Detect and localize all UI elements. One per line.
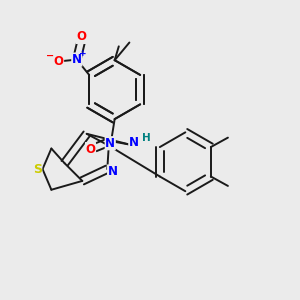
Text: O: O [85, 142, 95, 156]
Text: S: S [33, 163, 42, 176]
Text: +: + [80, 49, 87, 58]
Text: O: O [76, 30, 86, 44]
Text: O: O [53, 55, 64, 68]
Text: −: − [46, 51, 54, 61]
Text: N: N [105, 137, 115, 150]
Text: N: N [108, 165, 118, 178]
Text: H: H [142, 133, 151, 143]
Text: N: N [129, 136, 139, 149]
Text: N: N [72, 53, 82, 66]
